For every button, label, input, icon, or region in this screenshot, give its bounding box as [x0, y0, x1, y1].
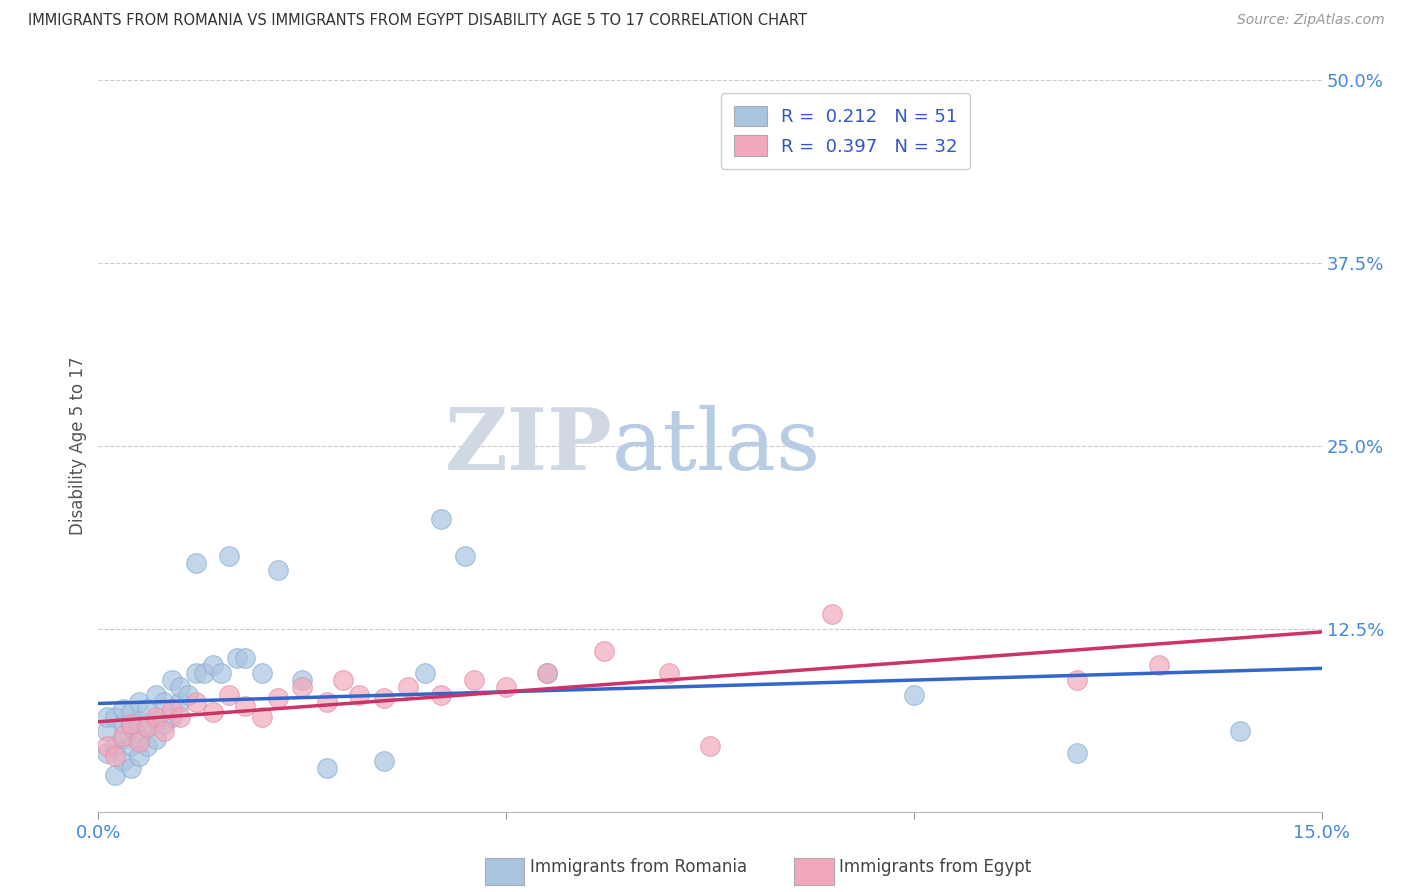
Point	[169, 681, 191, 695]
Point	[120, 705, 142, 719]
Point	[177, 688, 200, 702]
Point	[96, 724, 118, 739]
Y-axis label: Disability Age 5 to 17: Disability Age 5 to 17	[69, 357, 87, 535]
Text: Immigrants from Egypt: Immigrants from Egypt	[839, 858, 1032, 876]
Point	[169, 709, 191, 723]
Point	[128, 695, 150, 709]
Point	[536, 665, 558, 680]
Point	[104, 749, 127, 764]
Point	[373, 690, 395, 705]
Point	[111, 731, 134, 746]
Point	[160, 709, 183, 723]
Point	[120, 739, 142, 753]
Point	[120, 717, 142, 731]
Point	[186, 695, 208, 709]
Point	[699, 739, 721, 753]
Legend: R =  0.212   N = 51, R =  0.397   N = 32: R = 0.212 N = 51, R = 0.397 N = 32	[721, 93, 970, 169]
Point	[160, 702, 183, 716]
Point	[233, 651, 256, 665]
Point	[152, 695, 174, 709]
Point	[120, 761, 142, 775]
Point	[315, 761, 337, 775]
Point	[463, 673, 485, 687]
Text: ZIP: ZIP	[444, 404, 612, 488]
Point	[1066, 746, 1088, 760]
Text: atlas: atlas	[612, 404, 821, 488]
Point	[267, 690, 290, 705]
Point	[136, 720, 159, 734]
Point	[128, 731, 150, 746]
Point	[136, 739, 159, 753]
Text: Immigrants from Romania: Immigrants from Romania	[530, 858, 747, 876]
Point	[536, 665, 558, 680]
Point	[332, 673, 354, 687]
Point	[201, 658, 224, 673]
Point	[413, 665, 436, 680]
Point	[267, 563, 290, 577]
Point	[218, 688, 240, 702]
Point	[136, 702, 159, 716]
Point	[250, 709, 273, 723]
Point	[658, 665, 681, 680]
Point	[593, 644, 616, 658]
Point	[104, 709, 127, 723]
Point	[111, 717, 134, 731]
Point	[454, 549, 477, 563]
Point	[291, 673, 314, 687]
Point	[291, 681, 314, 695]
Point	[128, 749, 150, 764]
Point	[430, 512, 453, 526]
Point	[152, 724, 174, 739]
Point	[145, 731, 167, 746]
Point	[1229, 724, 1251, 739]
Point	[120, 720, 142, 734]
Point	[96, 746, 118, 760]
Point	[96, 739, 118, 753]
Point	[104, 768, 127, 782]
Point	[111, 702, 134, 716]
Point	[1147, 658, 1170, 673]
Point	[373, 754, 395, 768]
Text: Source: ZipAtlas.com: Source: ZipAtlas.com	[1237, 13, 1385, 28]
Point	[250, 665, 273, 680]
Point	[160, 673, 183, 687]
Text: IMMIGRANTS FROM ROMANIA VS IMMIGRANTS FROM EGYPT DISABILITY AGE 5 TO 17 CORRELAT: IMMIGRANTS FROM ROMANIA VS IMMIGRANTS FR…	[28, 13, 807, 29]
Point	[396, 681, 419, 695]
Point	[128, 714, 150, 728]
Point	[218, 549, 240, 563]
Point	[821, 607, 844, 622]
Point	[169, 695, 191, 709]
Point	[430, 688, 453, 702]
Point	[315, 695, 337, 709]
Point	[136, 720, 159, 734]
Point	[186, 665, 208, 680]
Point	[152, 717, 174, 731]
Point	[903, 688, 925, 702]
Point	[201, 705, 224, 719]
Point	[226, 651, 249, 665]
Point	[145, 709, 167, 723]
Point	[145, 714, 167, 728]
Point	[209, 665, 232, 680]
Point	[1066, 673, 1088, 687]
Point	[495, 681, 517, 695]
Point	[193, 665, 215, 680]
Point	[111, 754, 134, 768]
Point	[128, 734, 150, 748]
Point	[233, 699, 256, 714]
Point	[96, 709, 118, 723]
Point	[111, 729, 134, 743]
Point	[145, 688, 167, 702]
Point	[104, 739, 127, 753]
Point	[349, 688, 371, 702]
Point	[186, 556, 208, 570]
